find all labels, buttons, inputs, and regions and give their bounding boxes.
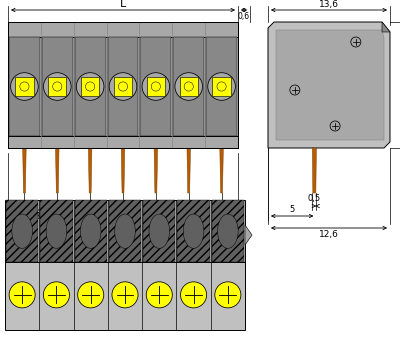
Polygon shape bbox=[382, 22, 390, 32]
Polygon shape bbox=[9, 37, 40, 136]
Polygon shape bbox=[6, 200, 38, 262]
Polygon shape bbox=[108, 37, 138, 136]
Ellipse shape bbox=[80, 214, 101, 248]
Circle shape bbox=[78, 282, 104, 308]
Polygon shape bbox=[147, 77, 165, 96]
Text: 0,6: 0,6 bbox=[238, 12, 250, 21]
Polygon shape bbox=[8, 22, 238, 37]
Polygon shape bbox=[173, 37, 204, 136]
Polygon shape bbox=[140, 37, 171, 136]
Polygon shape bbox=[15, 77, 34, 96]
Polygon shape bbox=[187, 148, 190, 193]
Polygon shape bbox=[40, 200, 72, 262]
Ellipse shape bbox=[218, 214, 238, 248]
Ellipse shape bbox=[46, 214, 67, 248]
Circle shape bbox=[109, 73, 137, 100]
Text: 5: 5 bbox=[290, 204, 295, 213]
Polygon shape bbox=[88, 148, 92, 193]
Circle shape bbox=[76, 73, 104, 100]
Polygon shape bbox=[143, 200, 176, 262]
Circle shape bbox=[112, 282, 138, 308]
Polygon shape bbox=[312, 148, 316, 193]
Polygon shape bbox=[268, 22, 390, 148]
Ellipse shape bbox=[149, 214, 170, 248]
Polygon shape bbox=[178, 200, 210, 262]
Text: 13,6: 13,6 bbox=[319, 0, 339, 9]
Polygon shape bbox=[75, 37, 106, 136]
Circle shape bbox=[44, 73, 71, 100]
Polygon shape bbox=[245, 225, 252, 245]
Circle shape bbox=[146, 282, 172, 308]
Polygon shape bbox=[276, 30, 384, 140]
Polygon shape bbox=[56, 148, 59, 193]
Text: 3,5: 3,5 bbox=[34, 212, 48, 221]
Polygon shape bbox=[8, 136, 238, 148]
Circle shape bbox=[215, 282, 241, 308]
Circle shape bbox=[180, 282, 206, 308]
Polygon shape bbox=[154, 148, 158, 193]
Circle shape bbox=[9, 282, 35, 308]
Ellipse shape bbox=[12, 214, 32, 248]
Polygon shape bbox=[121, 148, 125, 193]
Text: 2: 2 bbox=[227, 212, 232, 221]
Polygon shape bbox=[212, 77, 231, 96]
Polygon shape bbox=[42, 37, 73, 136]
Polygon shape bbox=[8, 22, 238, 148]
Polygon shape bbox=[48, 77, 66, 96]
Polygon shape bbox=[220, 148, 223, 193]
Text: 0,5: 0,5 bbox=[308, 194, 321, 203]
Polygon shape bbox=[74, 200, 107, 262]
Polygon shape bbox=[114, 77, 132, 96]
Ellipse shape bbox=[115, 214, 135, 248]
Polygon shape bbox=[81, 77, 99, 96]
Circle shape bbox=[208, 73, 235, 100]
Polygon shape bbox=[23, 148, 26, 193]
Ellipse shape bbox=[183, 214, 204, 248]
Circle shape bbox=[142, 73, 170, 100]
Circle shape bbox=[44, 282, 70, 308]
Text: L: L bbox=[120, 0, 126, 9]
Text: 0,75: 0,75 bbox=[8, 212, 25, 221]
Polygon shape bbox=[212, 200, 244, 262]
Polygon shape bbox=[109, 200, 141, 262]
Circle shape bbox=[11, 73, 38, 100]
Polygon shape bbox=[206, 37, 237, 136]
Polygon shape bbox=[5, 200, 245, 330]
Circle shape bbox=[175, 73, 202, 100]
Polygon shape bbox=[180, 77, 198, 96]
Text: 12,6: 12,6 bbox=[319, 230, 339, 239]
